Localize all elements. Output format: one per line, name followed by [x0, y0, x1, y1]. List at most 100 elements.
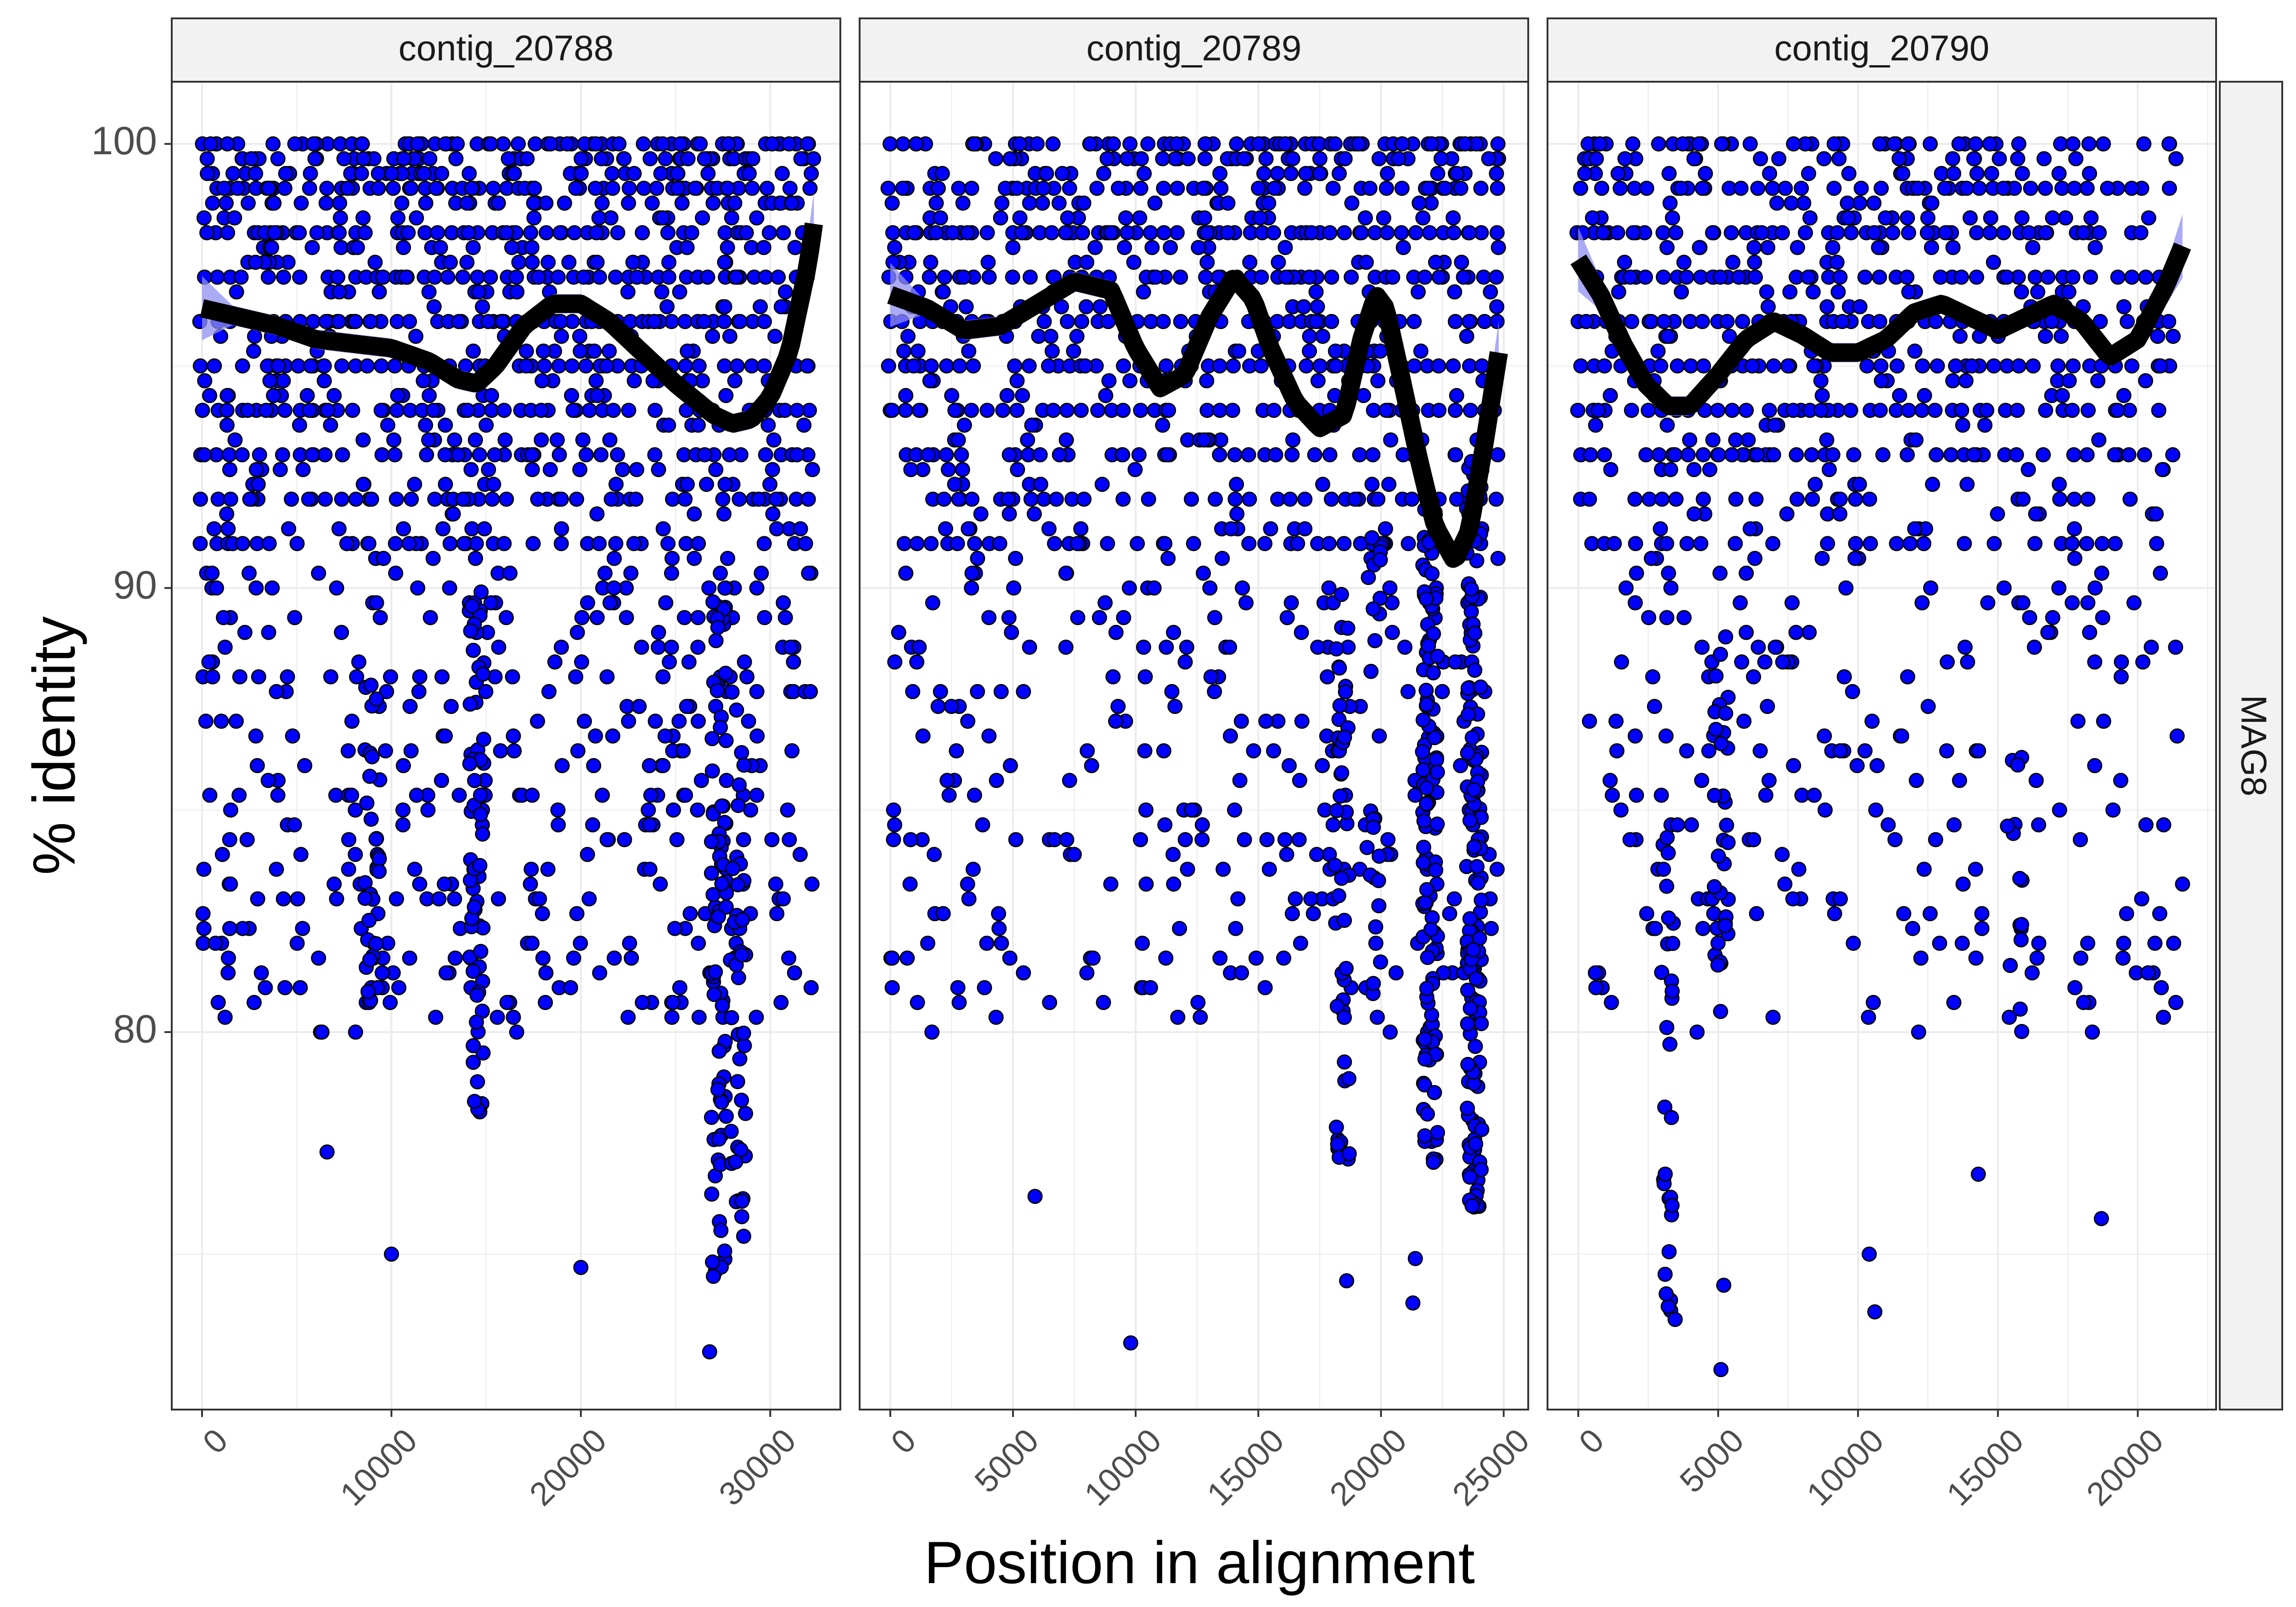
data-point — [363, 677, 379, 693]
data-point — [736, 758, 752, 773]
data-point — [374, 358, 389, 374]
data-point — [567, 225, 582, 241]
data-point — [1169, 136, 1184, 152]
data-point — [505, 669, 520, 685]
data-point — [2152, 906, 2167, 921]
data-point — [1005, 270, 1020, 285]
data-point — [1655, 225, 1671, 241]
data-point — [591, 270, 607, 285]
data-point — [960, 877, 975, 892]
data-point — [1069, 536, 1085, 551]
data-point — [530, 491, 546, 507]
data-point — [1395, 136, 1410, 152]
data-point — [1137, 669, 1153, 685]
data-point — [2045, 210, 2060, 226]
data-point — [1103, 877, 1119, 892]
data-point — [384, 1247, 399, 1262]
data-point — [1667, 447, 1683, 462]
data-point — [2138, 817, 2154, 832]
data-point — [1419, 697, 1435, 713]
data-point — [1474, 1162, 1489, 1178]
data-point — [1230, 891, 1246, 907]
data-point — [329, 891, 344, 907]
data-point — [1613, 802, 1629, 818]
data-point — [487, 447, 502, 462]
data-point — [485, 180, 501, 196]
data-point — [625, 254, 641, 270]
data-point — [464, 180, 479, 196]
data-point — [1627, 491, 1643, 507]
data-point — [293, 195, 309, 211]
data-point — [217, 1010, 233, 1025]
data-point — [1489, 225, 1505, 241]
data-point — [1901, 284, 1917, 300]
data-point — [1100, 536, 1115, 551]
data-point — [599, 358, 614, 374]
data-point — [2168, 640, 2183, 655]
data-point — [966, 358, 981, 374]
data-point — [1469, 553, 1485, 568]
data-point — [708, 633, 724, 648]
data-point — [484, 388, 499, 403]
data-point — [992, 536, 1007, 551]
data-point — [332, 284, 347, 300]
data-point — [1679, 270, 1694, 285]
data-point — [1242, 254, 1258, 270]
data-point — [732, 491, 747, 507]
data-point — [970, 551, 985, 566]
data-point — [760, 417, 776, 433]
data-point — [1885, 225, 1901, 241]
data-point — [303, 358, 318, 374]
data-point — [1660, 845, 1676, 861]
data-point — [199, 225, 215, 241]
data-point — [1324, 270, 1339, 285]
data-point — [1900, 669, 1915, 685]
data-point — [1617, 254, 1632, 270]
data-point — [1659, 240, 1675, 255]
data-point — [711, 1044, 727, 1059]
data-point — [195, 906, 211, 921]
data-point — [1101, 373, 1117, 388]
data-point — [434, 773, 449, 788]
data-point — [430, 225, 445, 241]
data-point — [714, 876, 730, 892]
data-point — [340, 180, 355, 196]
data-point — [1951, 136, 1967, 152]
data-point — [265, 136, 281, 152]
data-point — [421, 432, 437, 448]
data-point — [1415, 712, 1431, 728]
data-point — [509, 284, 525, 300]
data-point — [2114, 654, 2129, 670]
data-point — [569, 906, 585, 921]
data-point — [243, 151, 259, 167]
data-point — [1394, 180, 1410, 196]
data-point — [242, 565, 257, 581]
data-point — [499, 995, 515, 1010]
data-point — [349, 669, 365, 685]
data-point — [227, 210, 242, 226]
data-point — [523, 225, 539, 241]
data-point — [1627, 595, 1643, 611]
data-point — [903, 462, 919, 478]
data-point — [1136, 284, 1151, 300]
data-point — [1642, 491, 1657, 507]
data-point — [2165, 329, 2181, 344]
data-point — [1786, 758, 1801, 773]
data-point — [588, 373, 604, 388]
data-point — [1334, 871, 1350, 886]
data-point — [578, 358, 594, 374]
data-point — [1899, 270, 1915, 285]
data-point — [1966, 447, 1982, 462]
data-point — [491, 891, 506, 907]
data-point — [467, 773, 483, 788]
data-point — [647, 314, 662, 329]
data-point — [944, 699, 959, 714]
data-point — [2015, 166, 2030, 181]
data-point — [1138, 877, 1154, 892]
data-point — [677, 610, 692, 625]
data-point — [1094, 477, 1110, 492]
data-point — [1804, 447, 1819, 462]
data-point — [473, 807, 488, 822]
data-point — [1643, 551, 1659, 566]
data-point — [1429, 1125, 1445, 1141]
